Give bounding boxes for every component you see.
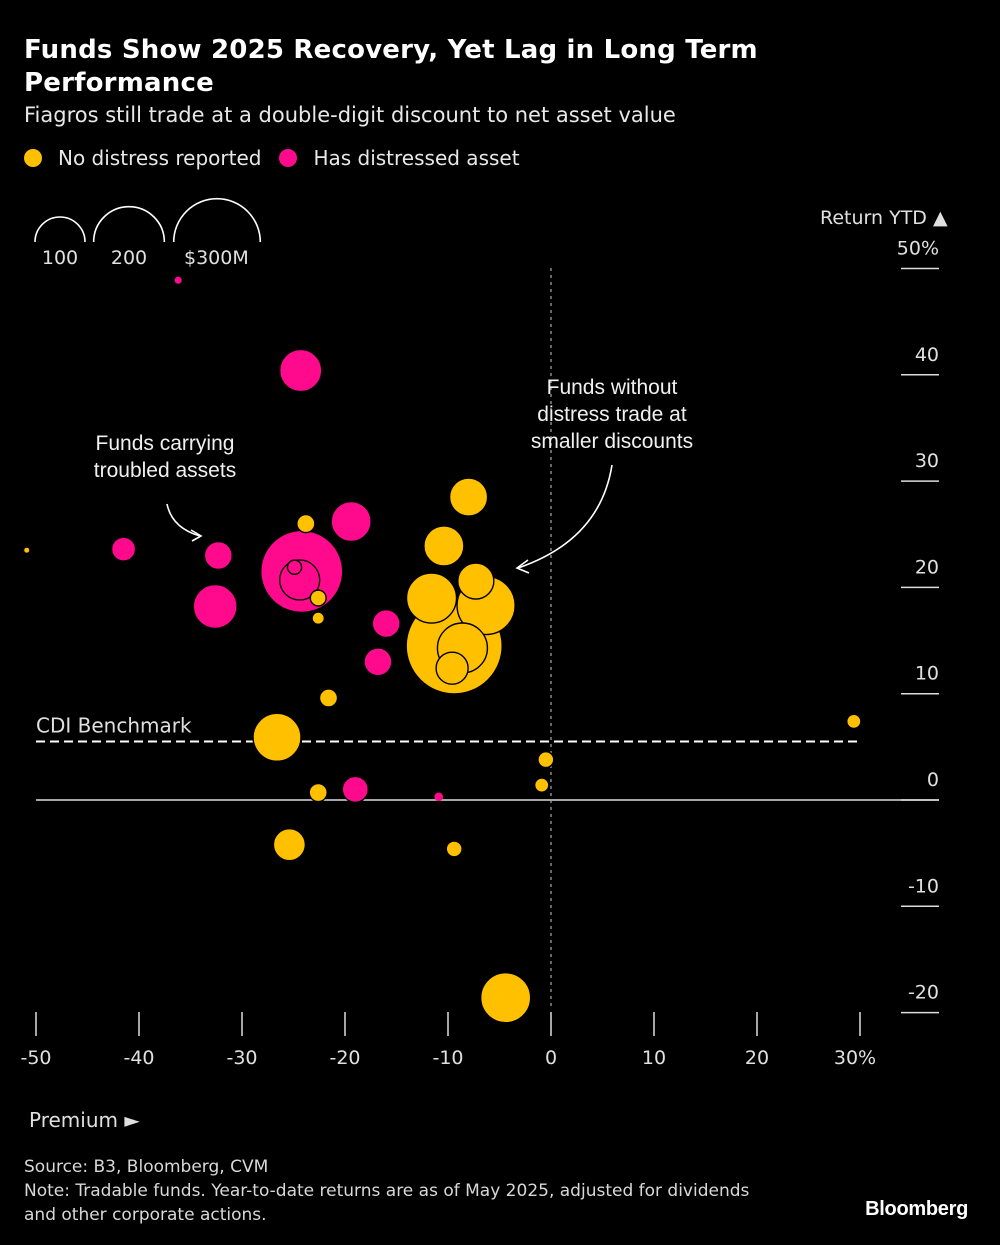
x-tick-label: 30% xyxy=(834,1047,876,1069)
size-legend-arc xyxy=(92,206,166,243)
y-tick-label: 40 xyxy=(915,344,939,366)
bubble-distressed xyxy=(371,608,401,639)
bubble-no-distress xyxy=(533,777,550,793)
size-legend-label: $300M xyxy=(184,247,249,269)
y-tick-label: -20 xyxy=(908,982,939,1004)
bubble-distressed xyxy=(174,276,182,284)
bubble-no-distress xyxy=(448,477,489,517)
size-legend: 100 200 $300M xyxy=(34,198,262,269)
bloomberg-logo: Bloomberg xyxy=(865,1198,968,1220)
x-axis-label: Premium ► xyxy=(29,1108,140,1132)
source-note: Source: B3, Bloomberg, CVM Note: Tradabl… xyxy=(24,1155,784,1227)
bubble-no-distress xyxy=(252,712,302,762)
legend-item-no-distress: No distress reported xyxy=(24,146,261,170)
bubble-distressed xyxy=(110,536,137,562)
legend-label: No distress reported xyxy=(58,146,262,170)
size-legend-arc xyxy=(34,216,86,243)
y-tick-label: 50% xyxy=(897,238,939,260)
annotation-line: smaller discounts xyxy=(531,430,693,453)
bubble-no-distress xyxy=(445,840,463,858)
chart-subtitle: Fiagros still trade at a double-digit di… xyxy=(24,103,676,127)
bubble-no-distress xyxy=(457,562,495,600)
size-legend-arc xyxy=(172,198,262,243)
annotation-arrowhead-troubled xyxy=(190,529,203,542)
bubble-distressed xyxy=(330,500,372,543)
annotation-line: Funds without xyxy=(547,376,678,399)
x-tick-label: 20 xyxy=(745,1047,769,1069)
x-tick-label: -30 xyxy=(226,1047,257,1069)
bubble-no-distress xyxy=(24,547,30,553)
x-tick-label: 0 xyxy=(545,1047,557,1069)
legend-swatch-yellow xyxy=(24,149,42,167)
annotation-line: distress trade at xyxy=(537,403,687,426)
bubble-distressed xyxy=(192,583,238,630)
reference-lines: CDI Benchmark xyxy=(36,268,939,1010)
annotation-line: troubled assets xyxy=(94,459,236,482)
x-tick-label: -10 xyxy=(432,1047,463,1069)
annotation-arrow-without-distress xyxy=(517,464,613,569)
bubble-no-distress xyxy=(318,688,339,708)
annotation-text: Funds carrying troubled assets Funds witho… xyxy=(94,376,693,482)
source-text: Source: B3, Bloomberg, CVM xyxy=(24,1157,269,1177)
x-tick-label: 10 xyxy=(642,1047,666,1069)
bubble-no-distress xyxy=(272,827,307,862)
bubble-distressed xyxy=(286,559,303,575)
bubble-no-distress xyxy=(537,751,555,769)
legend-item-distressed: Has distressed asset xyxy=(279,146,520,170)
annotations xyxy=(166,464,613,574)
x-tick-label: -50 xyxy=(20,1047,51,1069)
annotation-line: Funds carrying xyxy=(96,432,235,455)
bubble-distressed xyxy=(341,775,369,804)
annotation-arrow-troubled xyxy=(166,503,201,537)
annotation-arrowhead-without-distress xyxy=(515,559,530,574)
chart-title: Funds Show 2025 Recovery, Yet Lag in Lon… xyxy=(24,35,758,98)
bubble-distressed xyxy=(278,348,323,393)
y-tick-label: 20 xyxy=(915,556,939,578)
y-tick-label: 0 xyxy=(927,769,939,791)
y-tick-label: 10 xyxy=(915,663,939,685)
cdi-benchmark-label: CDI Benchmark xyxy=(36,714,192,738)
y-axis-label: Return YTD ▲ xyxy=(820,207,948,229)
bubble-distressed xyxy=(363,647,393,677)
note-text: Note: Tradable funds. Year-to-date retur… xyxy=(24,1181,750,1225)
bubble-no-distress xyxy=(423,525,465,567)
bubble-no-distress xyxy=(311,611,326,626)
color-legend: No distress reported Has distressed asse… xyxy=(24,146,538,170)
legend-swatch-pink xyxy=(279,149,298,167)
bubble-no-distress xyxy=(405,572,458,624)
size-legend-label: 100 xyxy=(42,247,78,269)
bubble-no-distress xyxy=(435,651,469,685)
y-tick-label: 30 xyxy=(915,450,939,472)
bubble-no-distress xyxy=(479,972,532,1024)
y-tick-label: -10 xyxy=(908,875,939,897)
x-tick-label: -20 xyxy=(329,1047,360,1069)
bubble-no-distress xyxy=(846,713,862,730)
bubble-no-distress xyxy=(309,589,327,607)
bubble-distressed xyxy=(434,792,444,802)
legend-label: Has distressed asset xyxy=(313,146,520,170)
bubbles xyxy=(24,276,862,1024)
bubble-distressed xyxy=(203,540,233,571)
bubble-no-distress xyxy=(296,513,316,534)
size-legend-label: 200 xyxy=(111,247,147,269)
x-tick-label: -40 xyxy=(123,1047,154,1069)
bubble-no-distress xyxy=(308,782,328,803)
